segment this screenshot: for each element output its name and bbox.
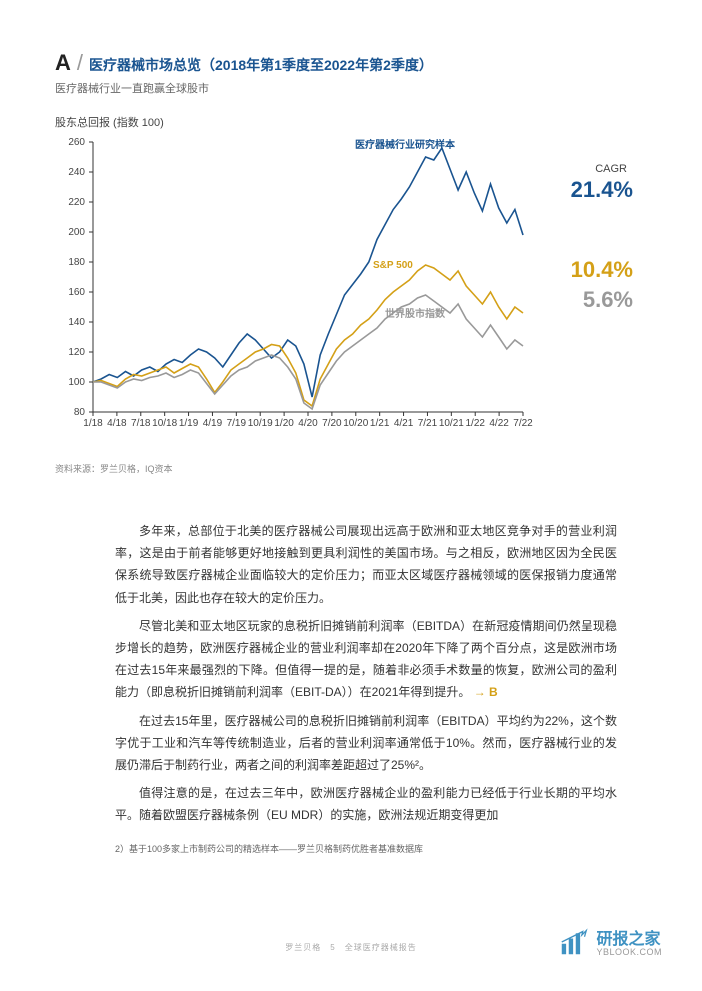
watermark: 研报之家 YBLOOK.COM — [560, 928, 662, 961]
svg-text:S&P 500: S&P 500 — [373, 260, 413, 271]
svg-text:4/20: 4/20 — [298, 418, 318, 429]
svg-text:4/21: 4/21 — [394, 418, 414, 429]
svg-text:160: 160 — [68, 287, 85, 298]
svg-text:4/18: 4/18 — [107, 418, 127, 429]
chart-header: A / 医疗器械市场总览（2018年第1季度至2022年第2季度） 医疗器械行业… — [55, 50, 647, 96]
line-chart: 80 100 120 140 160 180 200 220 240 260 1/18 4/18 7/1… — [55, 134, 647, 454]
svg-text:120: 120 — [68, 347, 85, 358]
svg-text:80: 80 — [74, 407, 86, 418]
watermark-name: 研报之家 — [596, 931, 662, 949]
svg-text:7/18: 7/18 — [131, 418, 151, 429]
svg-text:5.6%: 5.6% — [583, 287, 633, 312]
svg-text:世界股市指数: 世界股市指数 — [385, 307, 446, 320]
svg-text:医疗器械行业研究样本: 医疗器械行业研究样本 — [355, 138, 456, 151]
chart-slash: / — [77, 50, 83, 76]
paragraph-3: 在过去15年里，医疗器械公司的息税折旧摊销前利润率（EBITDA）平均约为22%… — [115, 710, 617, 777]
chart-svg: 80 100 120 140 160 180 200 220 240 260 1/18 4/18 7/1… — [55, 134, 647, 454]
svg-text:1/19: 1/19 — [179, 418, 199, 429]
svg-text:10.4%: 10.4% — [571, 257, 633, 282]
svg-text:260: 260 — [68, 137, 85, 148]
paragraph-2: 尽管北美和亚太地区玩家的息税折旧摊销前利润率（EBITDA）在新冠疫情期间仍然呈… — [115, 615, 617, 704]
chart-subtitle: 医疗器械行业一直跑赢全球股市 — [55, 80, 647, 96]
svg-text:4/22: 4/22 — [489, 418, 509, 429]
svg-text:7/20: 7/20 — [322, 418, 342, 429]
chart-source: 资料来源：罗兰贝格，IQ资本 — [55, 462, 647, 475]
svg-text:200: 200 — [68, 227, 85, 238]
chart-ylabel: 股东总回报 (指数 100) — [55, 114, 647, 130]
svg-text:1/18: 1/18 — [83, 418, 103, 429]
marker-b: → B — [474, 685, 498, 699]
svg-text:10/19: 10/19 — [248, 418, 273, 429]
svg-text:1/21: 1/21 — [370, 418, 390, 429]
bars-icon — [560, 928, 588, 961]
svg-text:4/19: 4/19 — [203, 418, 223, 429]
svg-text:10/21: 10/21 — [439, 418, 464, 429]
chart-title: 医疗器械市场总览（2018年第1季度至2022年第2季度） — [89, 55, 433, 75]
svg-text:220: 220 — [68, 197, 85, 208]
svg-text:180: 180 — [68, 257, 85, 268]
svg-text:1/22: 1/22 — [465, 418, 485, 429]
svg-text:1/20: 1/20 — [274, 418, 294, 429]
footnote: 2）基于100多家上市制药公司的精选样本——罗兰贝格制药优胜者基准数据库 — [55, 842, 647, 855]
svg-text:7/21: 7/21 — [418, 418, 438, 429]
svg-text:140: 140 — [68, 317, 85, 328]
paragraph-1: 多年来，总部位于北美的医疗器械公司展现出远高于欧洲和亚太地区竞争对手的营业利润率… — [115, 520, 617, 609]
svg-text:10/18: 10/18 — [152, 418, 177, 429]
svg-text:7/19: 7/19 — [227, 418, 247, 429]
svg-text:7/22: 7/22 — [513, 418, 533, 429]
svg-text:240: 240 — [68, 167, 85, 178]
body-text: 多年来，总部位于北美的医疗器械公司展现出远高于欧洲和亚太地区竞争对手的营业利润率… — [55, 520, 647, 826]
svg-text:10/20: 10/20 — [343, 418, 368, 429]
chart-marker: A — [55, 50, 71, 76]
svg-text:21.4%: 21.4% — [571, 177, 633, 202]
svg-text:CAGR: CAGR — [595, 163, 627, 175]
paragraph-4: 值得注意的是，在过去三年中，欧洲医疗器械企业的盈利能力已经低于行业长期的平均水平… — [115, 782, 617, 826]
svg-text:100: 100 — [68, 377, 85, 388]
watermark-url: YBLOOK.COM — [596, 948, 662, 958]
